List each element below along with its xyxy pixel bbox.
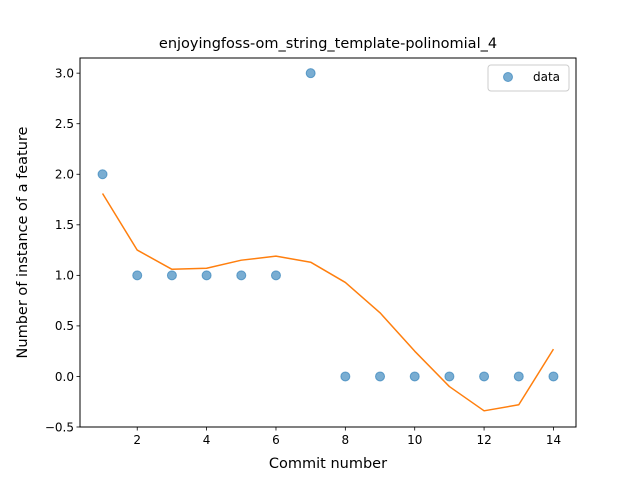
y-tick-label: 2.5 [55, 117, 74, 131]
y-tick-label: −0.5 [45, 420, 74, 434]
data-point [340, 371, 351, 382]
data-point [97, 169, 108, 180]
legend-box [487, 64, 570, 92]
y-tick-label: 2.0 [55, 168, 74, 182]
y-tick-label: 0.5 [55, 319, 74, 333]
x-tick-label: 2 [133, 433, 141, 447]
data-point [444, 371, 455, 382]
data-point [409, 371, 420, 382]
data-point [479, 371, 490, 382]
data-point [132, 270, 143, 281]
legend: data [487, 64, 570, 92]
x-tick-label: 10 [407, 433, 422, 447]
x-tick-label: 6 [272, 433, 280, 447]
legend-label-data: data [533, 70, 560, 84]
axes-frame [79, 57, 577, 428]
x-tick-label: 4 [203, 433, 211, 447]
fit-line [101, 193, 555, 412]
data-point [305, 68, 316, 79]
data-point [166, 270, 177, 281]
x-tick-label: 8 [342, 433, 350, 447]
x-axis-label: Commit number [269, 456, 387, 472]
y-axis-label: Number of instance of a feature [15, 126, 31, 358]
y-tick-label: 3.0 [55, 66, 74, 80]
data-point [236, 270, 247, 281]
data-point [375, 371, 386, 382]
data-point [548, 371, 559, 382]
x-tick-label: 12 [476, 433, 491, 447]
x-tick-label: 14 [546, 433, 561, 447]
plot-area: 2 4 6 8 10 12 14 −0.5 0.0 0.5 1.0 1.5 2.0 2.5 3.0 [45, 66, 561, 447]
y-tick-label: 1.0 [55, 269, 74, 283]
legend-marker-data [503, 72, 513, 82]
y-tick-label: 0.0 [55, 370, 74, 384]
y-tick-label: 1.5 [55, 218, 74, 232]
data-point [270, 270, 281, 281]
data-point [201, 270, 212, 281]
data-point [513, 371, 524, 382]
chart-title: enjoyingfoss-om_string_template-polinomi… [159, 36, 497, 52]
